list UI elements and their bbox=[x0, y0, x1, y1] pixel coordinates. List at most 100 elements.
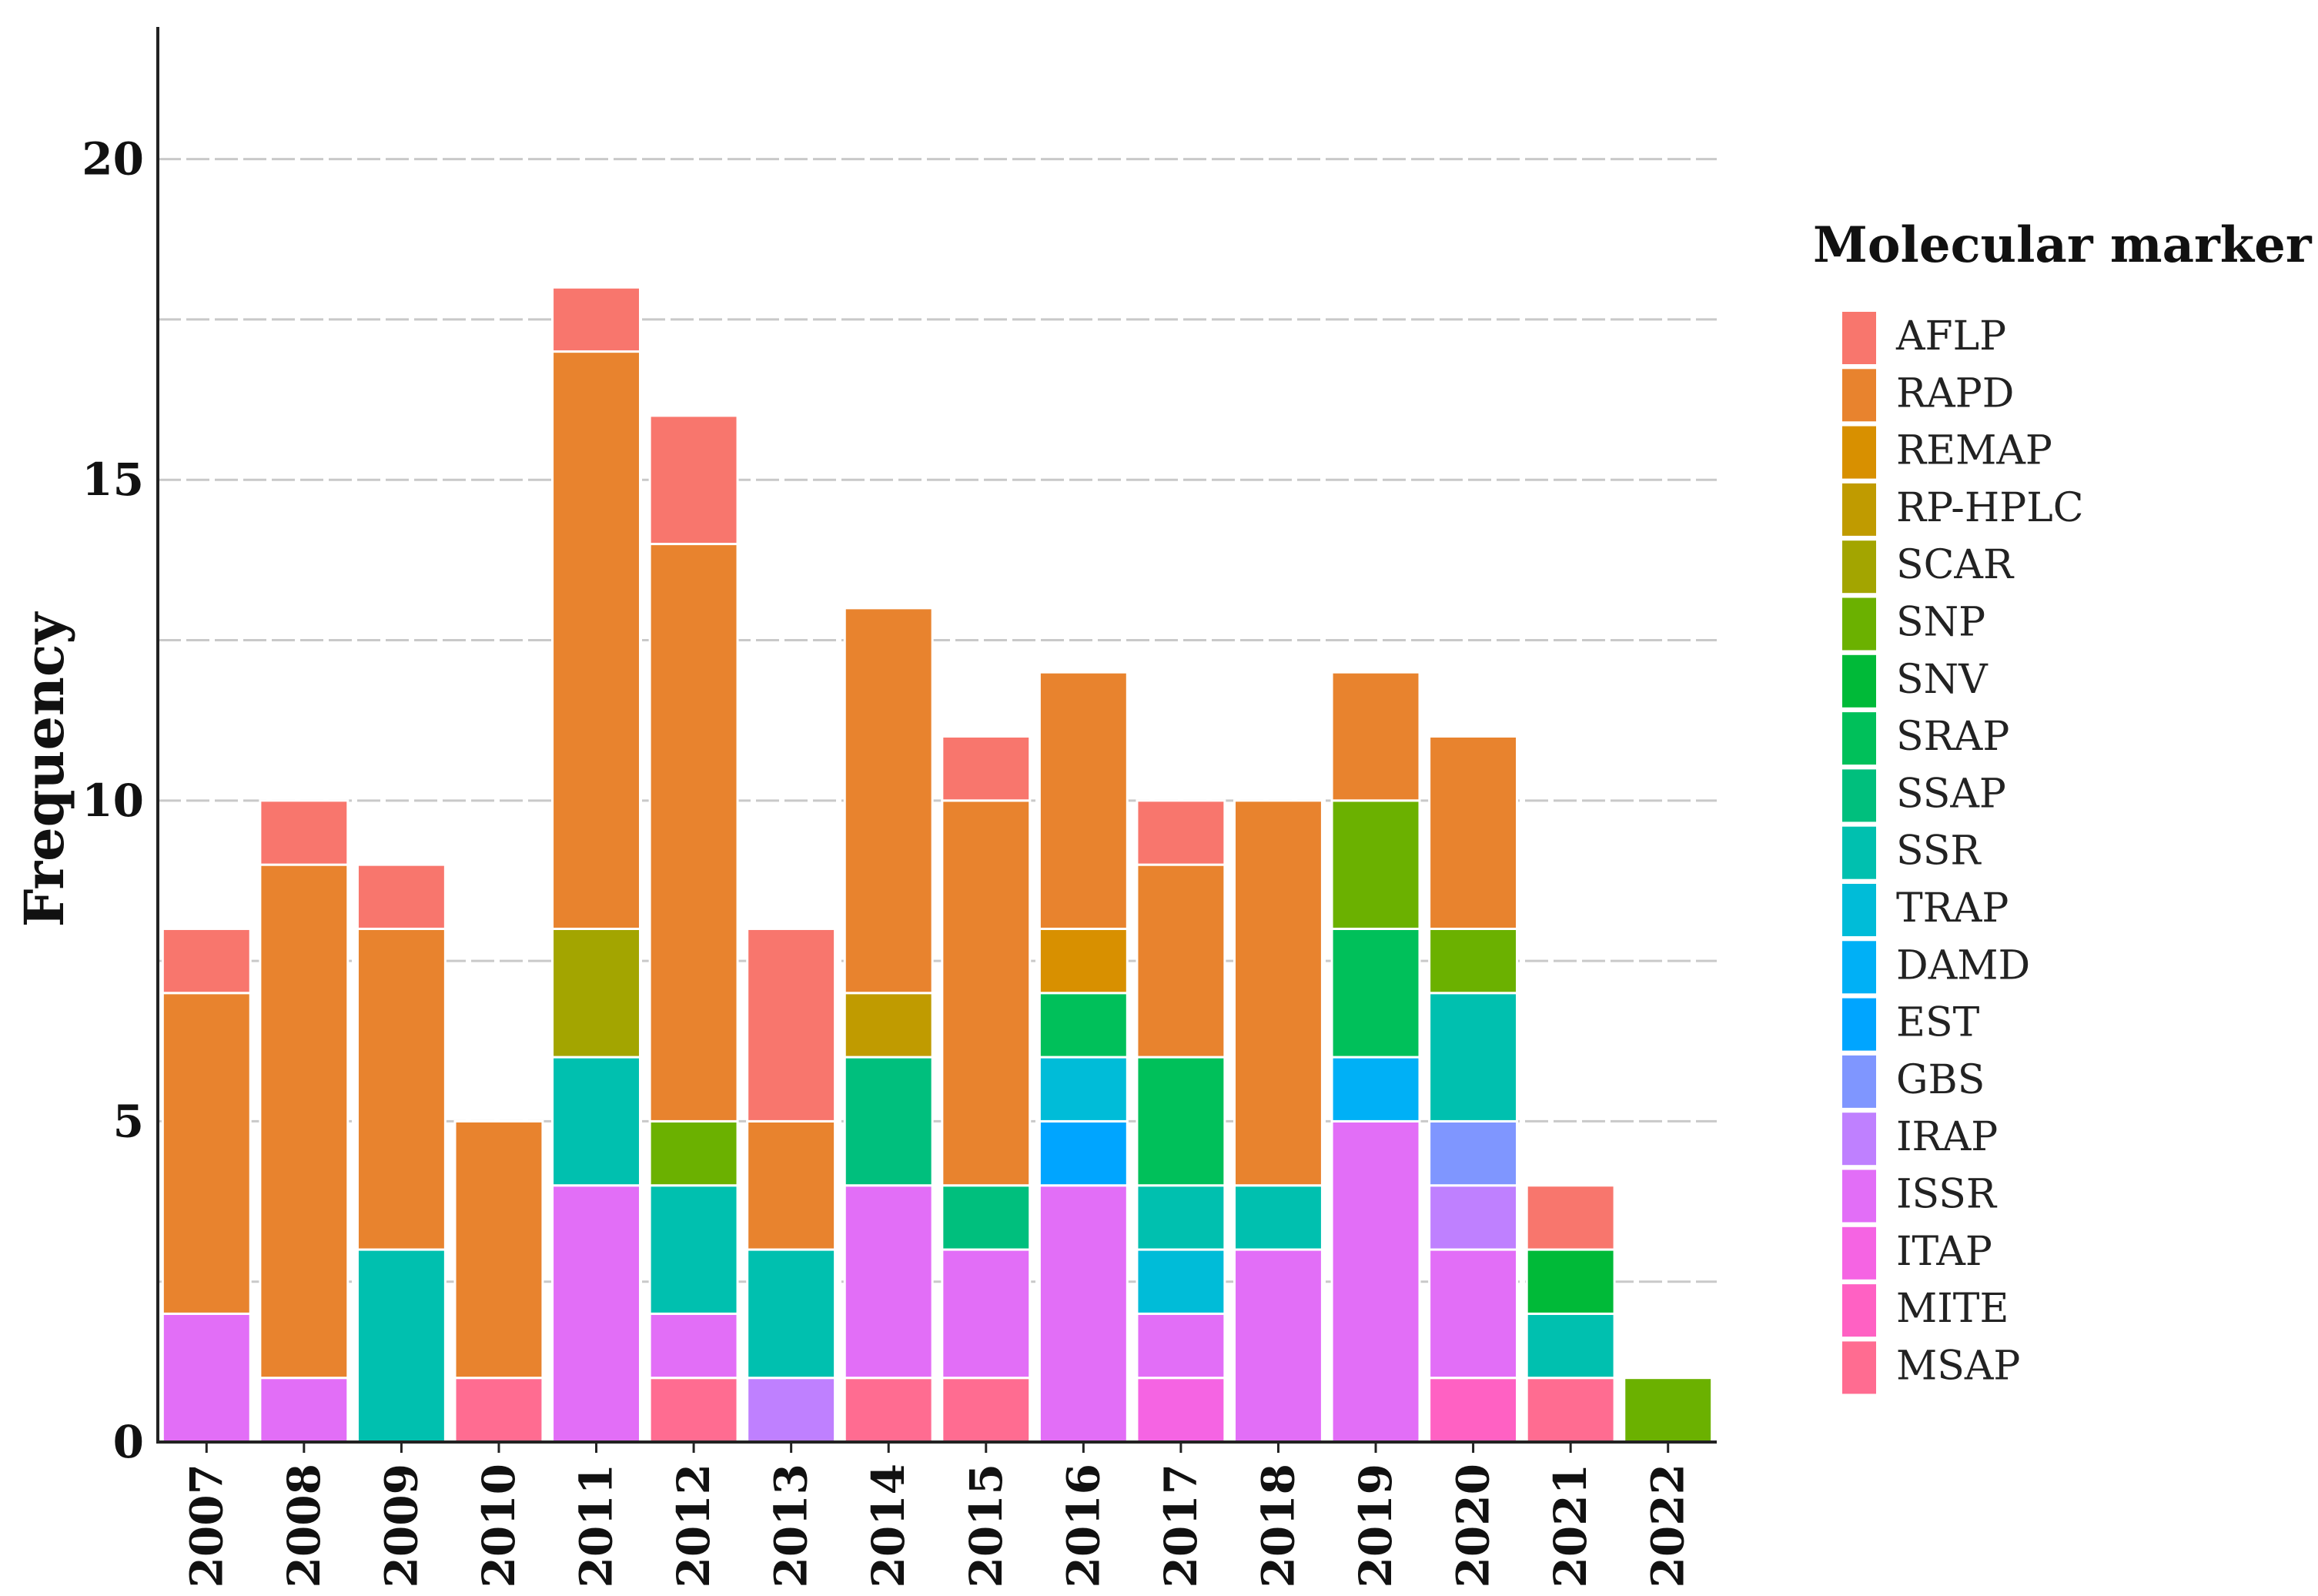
bar-segment-aflp-2012 bbox=[648, 414, 739, 546]
legend-swatch-issr bbox=[1842, 1169, 1876, 1223]
bar-segment-trap-2017 bbox=[1136, 1248, 1226, 1315]
x-tick-labels: 2007 2008 2009 2010 2011 2012 2013 2014 2015 2016… bbox=[180, 1442, 1694, 1588]
bar-segment-rapd-2017 bbox=[1136, 863, 1226, 1059]
y-tick-label: 10 bbox=[82, 775, 144, 827]
bar-segment-rapd-2015 bbox=[941, 799, 1032, 1187]
axes bbox=[156, 27, 1717, 1444]
legend-swatch-snv bbox=[1842, 654, 1876, 708]
legend-swatch-gbs bbox=[1842, 1055, 1876, 1108]
bar-segment-issr-2011 bbox=[551, 1184, 641, 1444]
bar-segment-aflp-2011 bbox=[551, 286, 641, 353]
bar-segment-rapd-2012 bbox=[648, 543, 739, 1123]
bar-segment-aflp-2021 bbox=[1525, 1184, 1616, 1251]
legend-label-damd: DAMD bbox=[1896, 942, 2030, 989]
bars bbox=[161, 286, 1714, 1444]
bar-segment-msap-2014 bbox=[843, 1377, 934, 1444]
bar-segment-rapd-2008 bbox=[259, 863, 350, 1380]
x-tick-label: 2012 bbox=[667, 1464, 720, 1588]
bar-segment-rapd-2014 bbox=[843, 607, 934, 995]
legend: AFLP RAPD REMAP RP-HPLC SCAR SNP SNV SRAP SSAP SS… bbox=[1842, 312, 2084, 1394]
bar-segment-rapd-2009 bbox=[356, 927, 447, 1251]
legend-label-ssr: SSR bbox=[1896, 828, 1982, 875]
legend-swatch-mite bbox=[1842, 1284, 1876, 1337]
bar-segment-issr-2020 bbox=[1428, 1248, 1519, 1380]
legend-swatch-aflp bbox=[1842, 312, 1876, 364]
bar-segment-ssr-2018 bbox=[1233, 1184, 1323, 1251]
legend-label-gbs: GBS bbox=[1896, 1057, 1985, 1103]
x-tick-label: 2013 bbox=[765, 1464, 818, 1588]
bar-segment-ssr-2013 bbox=[746, 1248, 837, 1380]
bar-segment-issr-2018 bbox=[1233, 1248, 1323, 1444]
bar-segment-rapd-2018 bbox=[1233, 799, 1323, 1187]
bar-segment-gbs-2020 bbox=[1428, 1119, 1519, 1187]
x-tick-label: 2009 bbox=[375, 1464, 427, 1588]
bar-segment-snv-2021 bbox=[1525, 1248, 1616, 1315]
legend-swatch-remap bbox=[1842, 426, 1876, 479]
y-tick-label: 20 bbox=[82, 133, 144, 186]
bar-segment-scar-2011 bbox=[551, 927, 641, 1059]
bar-segment-damd-2019 bbox=[1330, 1056, 1421, 1123]
bar-segment-aflp-2017 bbox=[1136, 799, 1226, 866]
bar-segment-aflp-2007 bbox=[161, 927, 252, 995]
bar-segment-ssr-2021 bbox=[1525, 1312, 1616, 1380]
x-tick-label: 2007 bbox=[180, 1464, 232, 1588]
legend-label-mite: MITE bbox=[1896, 1286, 2009, 1332]
bar-segment-mite-2020 bbox=[1428, 1377, 1519, 1444]
x-tick-label: 2008 bbox=[278, 1464, 330, 1588]
legend-title: Molecular marker bbox=[1813, 216, 2313, 274]
legend-label-ssap: SSAP bbox=[1896, 771, 2006, 817]
legend-swatch-ssr bbox=[1842, 826, 1876, 879]
y-tick-label: 15 bbox=[82, 453, 144, 506]
legend-swatch-est bbox=[1842, 998, 1876, 1051]
bar-segment-remap-2016 bbox=[1038, 927, 1129, 995]
bar-segment-ssr-2020 bbox=[1428, 992, 1519, 1123]
bar-segment-ssr-2012 bbox=[648, 1184, 739, 1315]
bar-segment-rapd-2011 bbox=[551, 350, 641, 930]
legend-swatch-rapd bbox=[1842, 369, 1876, 422]
legend-swatch-scar bbox=[1842, 540, 1876, 594]
bar-segment-rapd-2010 bbox=[453, 1119, 544, 1380]
legend-label-msap: MSAP bbox=[1896, 1343, 2020, 1389]
bar-segment-msap-2015 bbox=[941, 1377, 1032, 1444]
legend-label-itap: ITAP bbox=[1896, 1229, 1992, 1275]
legend-swatch-ssap bbox=[1842, 769, 1876, 822]
x-tick-label: 2017 bbox=[1155, 1464, 1207, 1588]
x-tick-label: 2022 bbox=[1642, 1464, 1694, 1588]
bar-segment-irap-2013 bbox=[746, 1377, 837, 1444]
bar-segment-issr-2016 bbox=[1038, 1184, 1129, 1444]
legend-label-trap: TRAP bbox=[1896, 885, 2009, 932]
y-tick-label: 5 bbox=[113, 1095, 144, 1147]
x-tick-label: 2016 bbox=[1057, 1464, 1109, 1588]
legend-label-scar: SCAR bbox=[1896, 542, 2015, 588]
bar-segment-rapd-2007 bbox=[161, 992, 252, 1315]
legend-swatch-itap bbox=[1842, 1226, 1876, 1280]
bar-segment-srap-2017 bbox=[1136, 1056, 1226, 1187]
legend-label-rapd: RAPD bbox=[1896, 370, 2014, 417]
x-tick-label: 2011 bbox=[570, 1464, 623, 1588]
y-tick-labels: 0 5 10 15 20 bbox=[82, 133, 144, 1468]
y-tick-label: 0 bbox=[113, 1416, 144, 1468]
bar-segment-ssr-2011 bbox=[551, 1056, 641, 1187]
legend-label-est: EST bbox=[1896, 1000, 1980, 1046]
bar-segment-ssap-2015 bbox=[941, 1184, 1032, 1251]
bar-segment-rapd-2016 bbox=[1038, 671, 1129, 930]
x-tick-label: 2020 bbox=[1447, 1464, 1500, 1588]
bar-segment-itap-2017 bbox=[1136, 1377, 1226, 1444]
legend-label-snv: SNV bbox=[1896, 657, 1989, 703]
bar-segment-est-2016 bbox=[1038, 1119, 1129, 1187]
bar-segment-rapd-2013 bbox=[746, 1119, 837, 1251]
legend-label-rp-hplc: RP-HPLC bbox=[1896, 485, 2084, 531]
bar-segment-snp-2019 bbox=[1330, 799, 1421, 930]
bar-segment-rapd-2019 bbox=[1330, 671, 1421, 802]
bar-segment-issr-2008 bbox=[259, 1377, 350, 1444]
legend-label-srap: SRAP bbox=[1896, 714, 2009, 760]
bar-segment-snp-2012 bbox=[648, 1119, 739, 1187]
bar-segment-snp-2022 bbox=[1623, 1377, 1714, 1444]
bar-segment-rapd-2020 bbox=[1428, 735, 1519, 930]
legend-label-aflp: AFLP bbox=[1895, 313, 2006, 360]
x-tick-label: 2019 bbox=[1350, 1464, 1402, 1588]
bar-segment-aflp-2009 bbox=[356, 863, 447, 930]
x-tick-label: 2014 bbox=[862, 1464, 915, 1588]
legend-swatch-damd bbox=[1842, 941, 1876, 994]
